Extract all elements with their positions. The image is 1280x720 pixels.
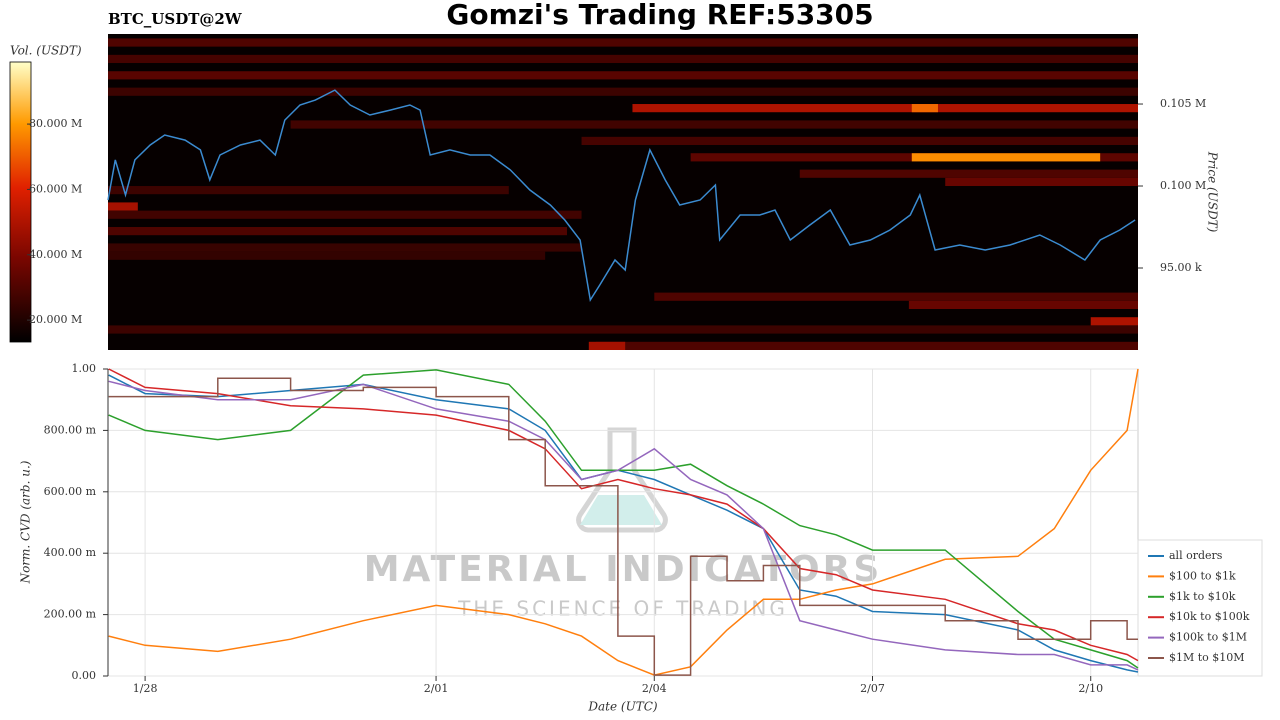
y-tick-label: 95.00 k xyxy=(1160,261,1202,274)
legend-label: $100 to $1k xyxy=(1169,569,1236,582)
heatmap-cell xyxy=(108,243,582,252)
colorbar-tick-label: 20.000 M xyxy=(29,313,82,326)
colorbar-label: Vol. (USDT) xyxy=(10,44,82,58)
cvd-line xyxy=(108,377,1138,676)
y-tick-label: 200.00 m xyxy=(44,608,97,621)
heatmap-cell xyxy=(108,210,582,219)
heatmap-cell xyxy=(596,341,1138,350)
colorbar-tick-label: 60.000 M xyxy=(29,182,82,195)
heatmap-cell xyxy=(632,104,1138,113)
heatmap-cell xyxy=(108,38,1138,47)
heatmap-cell xyxy=(108,186,509,195)
cvd-line xyxy=(108,368,1139,662)
heatmap-cell xyxy=(945,177,1138,187)
cvd-line xyxy=(108,380,1139,671)
y-tick-label: 0.100 M xyxy=(1160,179,1206,192)
legend-label: $10k to $100k xyxy=(1169,610,1250,623)
cvd-line xyxy=(108,369,1139,669)
watermark-logo xyxy=(576,427,668,533)
watermark-logo xyxy=(580,495,662,525)
y-tick-label: 0.105 M xyxy=(1160,97,1206,110)
y-tick-label: 600.00 m xyxy=(44,485,97,498)
heatmap-cell xyxy=(911,104,938,113)
heatmap-cell xyxy=(588,341,626,350)
heatmap-cell xyxy=(108,54,1138,64)
legend xyxy=(1137,539,1263,677)
chart-subtitle: BTC_USDT@2W xyxy=(108,10,243,28)
y-tick-label: 0.00 xyxy=(72,669,97,682)
chart-title: Gomzi's Trading REF:53305 xyxy=(446,0,873,31)
heatmap-cell xyxy=(108,325,1138,334)
legend-label: $1k to $10k xyxy=(1169,590,1236,603)
colorbar-tick-label: 80.000 M xyxy=(29,117,82,130)
watermark-text: MATERIAL INDICATORS xyxy=(364,549,883,590)
x-tick-label: 2/01 xyxy=(424,682,449,695)
x-axis-label: Date (UTC) xyxy=(587,700,657,714)
y-tick-label: 400.00 m xyxy=(44,546,97,559)
legend-label: all orders xyxy=(1169,549,1223,562)
legend-label: $100k to $1M xyxy=(1169,631,1247,644)
watermark: MATERIAL INDICATORS THE SCIENCE OF TRADIN… xyxy=(364,427,883,621)
heatmap-cell xyxy=(799,169,1138,178)
heatmap-cell xyxy=(290,120,1138,129)
price-line xyxy=(107,89,1136,303)
colorbar-tick-label: 40.000 M xyxy=(29,248,82,261)
watermark-tagline: THE SCIENCE OF TRADING xyxy=(457,597,788,621)
heatmap-cell xyxy=(581,136,1138,146)
y-axis-label: Norm. CVD (arb. u.) xyxy=(19,460,33,584)
y-tick-label: 1.00 xyxy=(72,362,97,375)
y-axis-label: Price (USDT) xyxy=(1206,151,1220,233)
x-tick-label: 2/04 xyxy=(642,682,667,695)
heatmap-cell xyxy=(108,251,546,260)
colorbar xyxy=(9,61,32,343)
heatmap-cell xyxy=(108,227,567,236)
x-tick-label: 2/07 xyxy=(860,682,885,695)
heatmap-cell xyxy=(108,71,1138,80)
heatmap-cell xyxy=(654,292,1138,301)
legend-label: $1M to $10M xyxy=(1169,651,1245,664)
x-tick-label: 2/10 xyxy=(1078,682,1103,695)
heatmap-cell xyxy=(108,87,1138,96)
heatmap-cell xyxy=(108,202,138,211)
y-tick-label: 800.00 m xyxy=(44,423,97,436)
cvd-panel xyxy=(107,368,1139,677)
x-tick-label: 1/28 xyxy=(133,682,158,695)
heatmap-cell xyxy=(908,300,1138,310)
heatmap-cell xyxy=(1090,317,1138,326)
heatmap-cell xyxy=(911,153,1101,162)
